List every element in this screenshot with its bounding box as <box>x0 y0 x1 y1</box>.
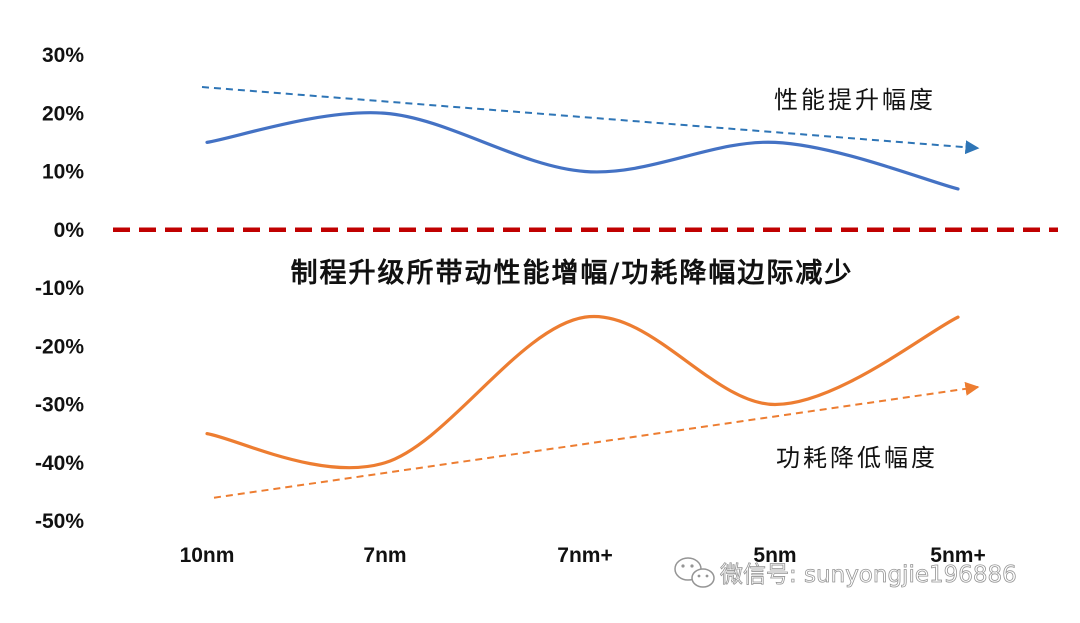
watermark: 微信号: sunyongjie196886 <box>674 557 1017 588</box>
y-tick-label: -30% <box>35 394 84 417</box>
x-tick-label: 5nm <box>753 544 796 567</box>
trend-arrow-performance <box>201 86 980 155</box>
series-line-power <box>205 314 960 470</box>
x-tick-label: 5nm+ <box>930 544 985 567</box>
y-tick-label: 0% <box>54 219 85 242</box>
y-tick-label: -10% <box>35 277 84 300</box>
trend-arrow-power <box>213 381 980 499</box>
legend-label-performance: 性能提升幅度 <box>774 86 936 114</box>
x-tick-label: 7nm+ <box>557 544 612 567</box>
x-tick-label: 7nm <box>363 544 406 567</box>
trend-arrows <box>201 86 980 499</box>
y-axis: 30% 20% 10% 0% -10% -20% -30% -40% -50% <box>35 44 84 533</box>
y-tick-label: -40% <box>35 452 84 475</box>
y-tick-label: -50% <box>35 510 84 533</box>
y-tick-label: -20% <box>35 335 84 358</box>
chart-title: 制程升级所带动性能增幅/功耗降幅边际减少 <box>291 257 854 289</box>
wechat-icon <box>674 557 715 588</box>
y-tick-label: 10% <box>42 161 84 184</box>
watermark-text: 微信号: sunyongjie196886 <box>720 562 1017 588</box>
legend-label-power: 功耗降低幅度 <box>776 444 938 472</box>
series-lines <box>205 111 960 470</box>
y-tick-label: 20% <box>42 102 84 125</box>
x-axis: 10nm 7nm 7nm+ 5nm 5nm+ <box>180 544 986 567</box>
x-tick-label: 10nm <box>180 544 235 567</box>
series-line-performance <box>205 111 960 191</box>
y-tick-label: 30% <box>42 44 84 67</box>
